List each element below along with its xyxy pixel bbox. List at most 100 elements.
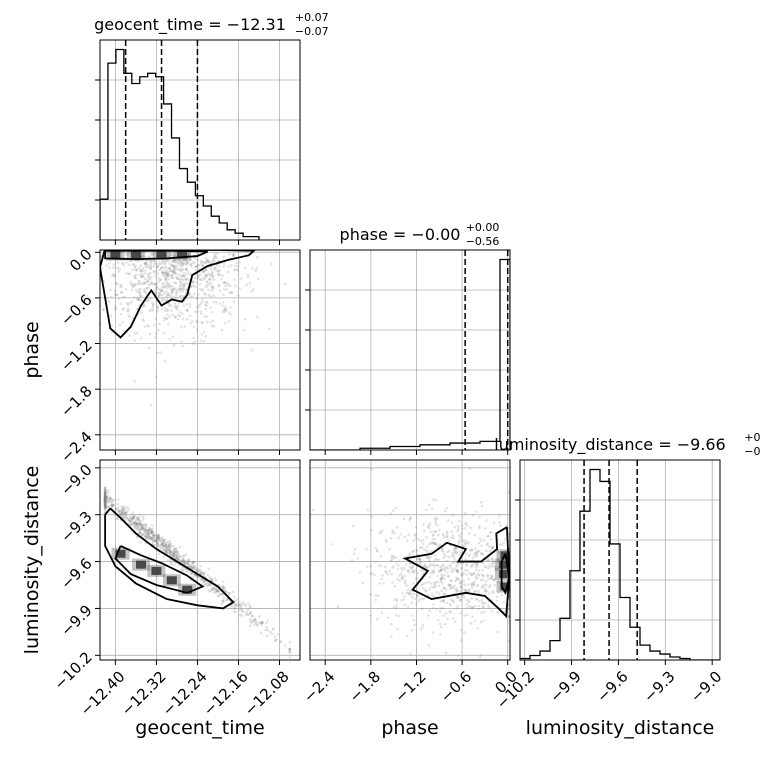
scatter-point xyxy=(163,285,166,288)
scatter-point xyxy=(474,577,478,581)
scatter-point xyxy=(453,584,456,587)
scatter-point xyxy=(162,545,165,548)
scatter-point xyxy=(180,261,184,265)
scatter-point xyxy=(386,616,390,620)
scatter-point xyxy=(172,548,176,551)
scatter-point xyxy=(487,559,490,562)
scatter-point xyxy=(162,545,165,549)
scatter-point xyxy=(224,590,228,594)
scatter-point xyxy=(103,492,107,495)
scatter-point xyxy=(166,275,170,278)
scatter-point xyxy=(415,549,418,553)
scatter-point xyxy=(199,312,203,316)
scatter-point xyxy=(485,549,488,553)
scatter-point xyxy=(178,310,182,314)
scatter-point xyxy=(103,492,107,495)
scatter-point xyxy=(409,592,413,596)
scatter-point xyxy=(189,263,193,266)
scatter-point xyxy=(150,536,153,540)
scatter-point xyxy=(184,281,187,285)
scatter-point xyxy=(433,583,436,587)
scatter-point xyxy=(507,535,510,539)
scatter-point xyxy=(195,578,199,581)
scatter-point xyxy=(487,566,490,570)
scatter-point xyxy=(238,261,241,264)
scatter-point xyxy=(411,550,415,554)
scatter-point xyxy=(130,517,134,521)
scatter-point xyxy=(138,530,141,534)
scatter-point xyxy=(103,499,107,502)
scatter-point xyxy=(148,266,152,270)
scatter-point xyxy=(463,583,466,587)
scatter-point xyxy=(175,547,178,551)
scatter-point xyxy=(439,578,443,581)
scatter-point xyxy=(151,531,154,535)
scatter-point xyxy=(496,557,500,561)
scatter-point xyxy=(197,575,201,579)
scatter-point xyxy=(441,582,444,585)
scatter-point xyxy=(103,498,107,502)
scatter-point xyxy=(154,291,158,294)
scatter-point xyxy=(260,621,264,624)
scatter-point xyxy=(225,288,229,292)
scatter-point xyxy=(195,297,199,301)
scatter-point xyxy=(238,613,242,617)
scatter-point xyxy=(507,598,510,602)
scatter-point xyxy=(103,495,107,499)
scatter-point xyxy=(424,589,428,593)
scatter-point xyxy=(116,266,120,270)
scatter-point xyxy=(150,537,154,540)
scatter-point xyxy=(142,527,146,530)
scatter-point xyxy=(414,577,417,580)
scatter-point xyxy=(185,258,188,262)
scatter-point xyxy=(461,594,465,597)
scatter-point xyxy=(159,266,163,269)
scatter-point xyxy=(403,595,406,598)
scatter-point xyxy=(507,616,510,619)
scatter-point xyxy=(206,583,210,586)
scatter-point xyxy=(145,262,148,265)
scatter-point xyxy=(201,580,205,583)
scatter-point xyxy=(175,556,179,560)
scatter-point xyxy=(131,263,135,266)
scatter-point xyxy=(165,293,168,297)
frame-geocent_time-luminosity_distance xyxy=(99,459,301,661)
scatter-point xyxy=(214,589,218,593)
scatter-point xyxy=(453,557,456,560)
scatter-point xyxy=(461,562,465,565)
scatter-point xyxy=(103,495,107,499)
scatter-point xyxy=(380,577,384,581)
scatter-point xyxy=(487,577,490,581)
scatter-point xyxy=(507,532,510,536)
scatter-point xyxy=(157,534,160,538)
x-tick-label-geocent_time-2: −12.24 xyxy=(159,668,211,720)
scatter-point xyxy=(180,278,184,281)
scatter-point xyxy=(154,283,158,286)
scatter-point xyxy=(120,512,124,515)
scatter-point xyxy=(439,606,442,610)
scatter-point xyxy=(199,259,203,263)
scatter-point xyxy=(147,532,150,536)
scatter-point xyxy=(486,574,489,577)
scatter-point xyxy=(210,271,214,275)
scatter-point xyxy=(182,554,186,558)
scatter-point xyxy=(407,533,411,537)
scatter-point xyxy=(152,530,155,534)
scatter-point xyxy=(197,274,201,278)
scatter-point xyxy=(136,297,139,301)
scatter-point xyxy=(230,291,234,294)
scatter-point xyxy=(227,311,231,314)
scatter-point xyxy=(128,515,132,519)
scatter-point xyxy=(485,518,488,522)
scatter-point xyxy=(396,567,400,571)
scatter-point xyxy=(507,620,510,623)
scatter-point xyxy=(112,273,116,276)
scatter-point xyxy=(169,269,173,273)
scatter-point xyxy=(403,535,406,539)
scatter-point xyxy=(432,563,435,567)
scatter-point xyxy=(102,308,105,312)
scatter-point xyxy=(144,534,147,538)
scatter-point xyxy=(163,306,167,310)
scatter-point xyxy=(238,287,241,290)
scatter-point xyxy=(425,566,428,570)
